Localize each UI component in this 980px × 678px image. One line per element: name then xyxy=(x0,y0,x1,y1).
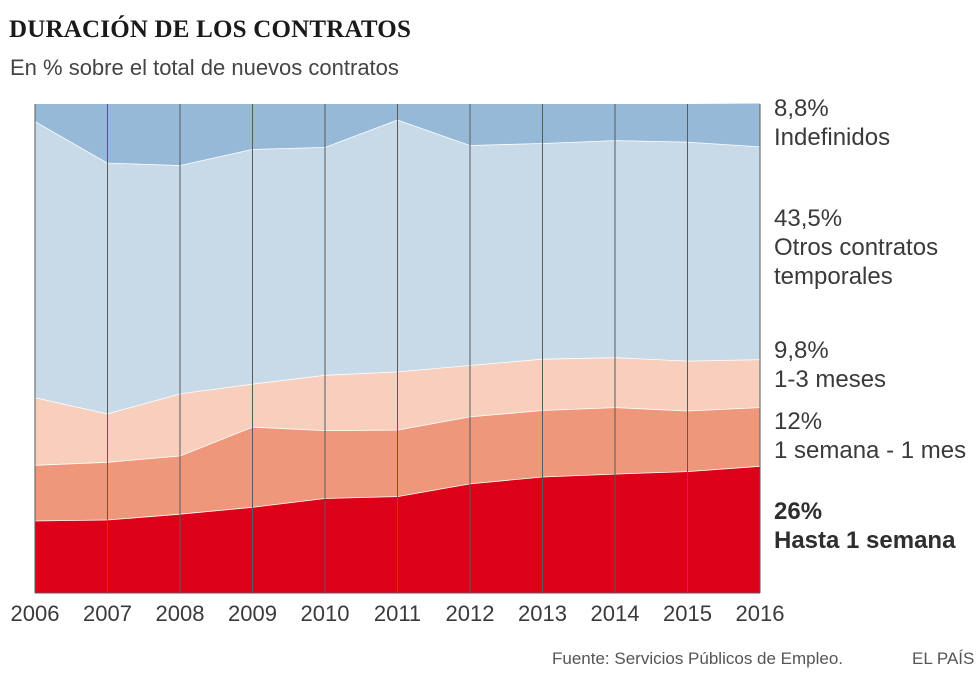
label-1-semana-1-mes-value: 12% xyxy=(774,408,823,435)
label-hasta-1-semana: 26% Hasta 1 semana xyxy=(774,497,955,555)
x-tick-label-2009: 2009 xyxy=(228,601,277,626)
label-hasta-1-semana-name: Hasta 1 semana xyxy=(774,527,956,554)
label-indefinidos-name: Indefinidos xyxy=(774,124,891,151)
source-note: Fuente: Servicios Públicos de Empleo. xyxy=(552,649,844,668)
x-tick-label-2013: 2013 xyxy=(518,601,567,626)
x-tick-label-2014: 2014 xyxy=(591,601,640,626)
label-indefinidos: 8,8% Indefinidos xyxy=(774,94,890,152)
x-tick-label-2008: 2008 xyxy=(156,601,205,626)
x-tick-label-2015: 2015 xyxy=(663,601,712,626)
x-tick-label-2006: 2006 xyxy=(11,601,60,626)
label-1-semana-1-mes-name: 1 semana - 1 mes xyxy=(774,437,967,464)
x-tick-label-2012: 2012 xyxy=(446,601,495,626)
label-1-3-meses-name: 1-3 meses xyxy=(774,366,887,393)
x-tick-label-2010: 2010 xyxy=(301,601,350,626)
area-indefinidos xyxy=(35,103,760,166)
x-tick-label-2011: 2011 xyxy=(374,601,421,626)
label-otros-name: Otros contratos xyxy=(774,234,939,261)
label-otros-value: 43,5% xyxy=(774,205,843,232)
label-1-3-meses: 9,8% 1-3 meses xyxy=(774,336,886,394)
x-axis-ticks: 2006 2007 2008 2009 2010 2011 2012 2013 2014 2015… xyxy=(11,601,785,626)
label-otros-name-line2: temporales xyxy=(774,263,893,290)
chart-gridlines xyxy=(34,104,761,594)
label-1-3-meses-value: 9,8% xyxy=(774,337,829,364)
page-title: DURACIÓN DE LOS CONTRATOS xyxy=(9,16,412,43)
label-1-semana-1-mes: 12% 1 semana - 1 mes xyxy=(774,407,966,465)
x-tick-label-2016: 2016 xyxy=(736,601,785,626)
label-otros-temporales: 43,5% Otros contratos temporales xyxy=(774,204,938,291)
label-indefinidos-value: 8,8% xyxy=(774,95,829,122)
chart-subtitle: En % sobre el total de nuevos contratos xyxy=(10,55,399,80)
label-hasta-1-semana-value: 26% xyxy=(774,498,823,525)
brand-credit: EL PAÍS xyxy=(912,649,975,668)
x-tick-label-2007: 2007 xyxy=(83,601,132,626)
